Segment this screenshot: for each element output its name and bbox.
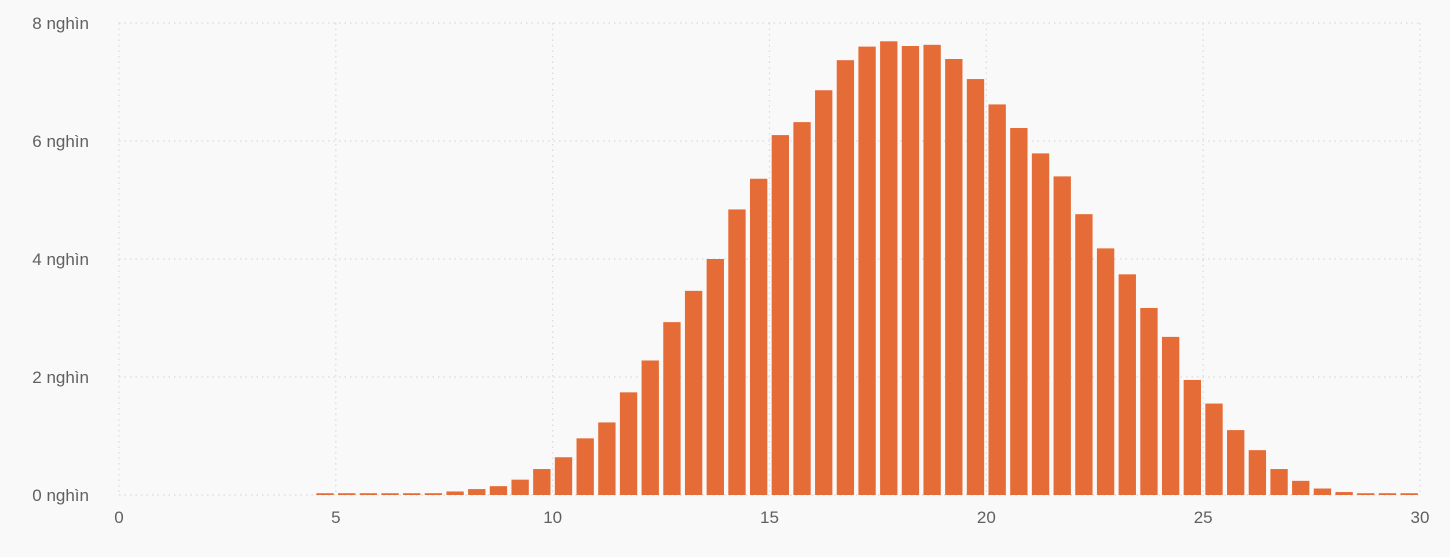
histogram-bar	[771, 135, 790, 495]
x-tick-label: 15	[760, 508, 779, 527]
histogram-bar	[1053, 176, 1071, 495]
x-tick-label: 10	[543, 508, 562, 527]
y-tick-label: 6 nghìn	[32, 132, 89, 151]
histogram-bar	[1292, 480, 1310, 495]
histogram-bar	[381, 493, 399, 495]
histogram-bar	[793, 122, 811, 496]
histogram-bar	[1357, 493, 1375, 495]
grid-lines	[118, 22, 1421, 496]
x-tick-label: 20	[977, 508, 996, 527]
histogram-bar	[576, 438, 594, 495]
histogram-bar	[880, 41, 898, 495]
histogram-bar	[641, 360, 659, 495]
histogram-bar	[533, 469, 551, 495]
histogram-bar	[923, 44, 941, 496]
histogram-bar	[1140, 307, 1158, 495]
histogram-bar	[446, 491, 464, 495]
histogram-bar	[1205, 403, 1223, 495]
histogram-bar	[1313, 488, 1332, 495]
histogram-bar	[1270, 469, 1288, 495]
histogram-bar	[554, 457, 573, 495]
histogram-bar	[815, 90, 833, 495]
histogram-bar	[901, 46, 920, 495]
histogram-bar	[1335, 492, 1353, 495]
y-tick-label: 2 nghìn	[32, 368, 89, 387]
histogram-bar	[403, 493, 421, 495]
y-tick-label: 8 nghìn	[32, 14, 89, 33]
histogram-bar	[1400, 493, 1418, 495]
histogram-bar	[728, 209, 746, 495]
y-tick-label: 0 nghìn	[32, 486, 89, 505]
histogram-bar	[684, 290, 703, 495]
histogram-bar	[988, 104, 1006, 496]
histogram-bar	[1118, 274, 1136, 495]
histogram-bar	[858, 46, 876, 495]
histogram-bar	[511, 479, 529, 495]
histogram-bar	[1075, 214, 1093, 495]
histogram-bar	[1010, 128, 1028, 495]
histogram-bar	[966, 79, 985, 496]
histogram-bar	[663, 322, 681, 495]
histogram-bar	[338, 493, 356, 495]
histogram-bar	[468, 489, 486, 495]
histogram-bar	[1183, 379, 1201, 495]
histogram-bar	[1096, 248, 1115, 495]
x-tick-label: 30	[1411, 508, 1430, 527]
histogram-bar	[598, 422, 616, 495]
histogram-bar	[706, 259, 724, 495]
y-tick-label: 4 nghìn	[32, 250, 89, 269]
histogram-bar	[749, 178, 768, 495]
histogram-bar	[359, 493, 378, 495]
histogram-bar	[316, 493, 334, 495]
histogram-bar	[836, 60, 855, 496]
histogram-bar	[424, 493, 443, 495]
x-tick-label: 0	[114, 508, 123, 527]
x-axis-ticks: 0 5 10 15 20 25 30	[114, 508, 1429, 527]
histogram-bar	[619, 392, 638, 495]
histogram-bar	[1031, 153, 1050, 495]
y-axis-ticks: 0 nghìn 2 nghìn 4 nghìn 6 nghìn 8 nghìn	[32, 14, 89, 505]
histogram-bar	[945, 58, 963, 496]
histogram-bar	[1248, 450, 1267, 495]
bar-series	[316, 41, 1418, 496]
histogram-bar	[1227, 430, 1245, 495]
histogram-bar	[489, 486, 508, 495]
x-tick-label: 25	[1194, 508, 1213, 527]
histogram-bar	[1378, 493, 1397, 495]
histogram-bar	[1161, 336, 1180, 495]
x-tick-label: 5	[331, 508, 340, 527]
